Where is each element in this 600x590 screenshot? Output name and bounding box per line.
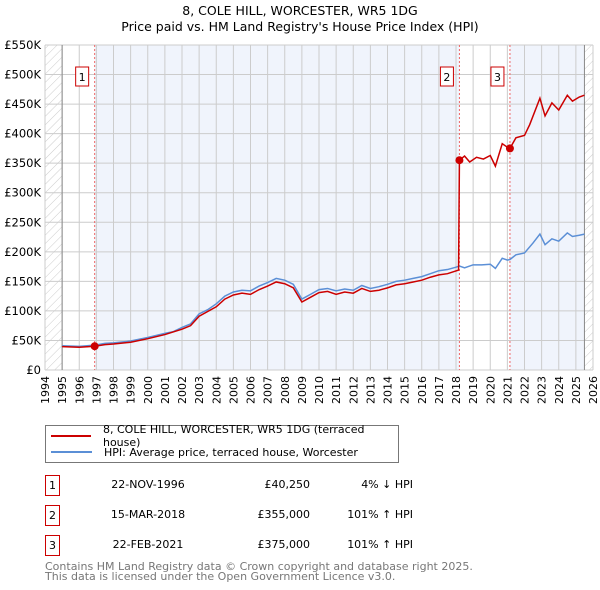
sale-row: 3 22-FEB-2021 £375,000 101% ↑ HPI: [45, 535, 465, 556]
x-tick-label: 2021: [501, 376, 514, 404]
y-tick-label: £500K: [4, 68, 41, 82]
x-tick-label: 1998: [108, 376, 121, 404]
sale-marker-label: 3: [494, 71, 501, 84]
y-tick-label: £100K: [4, 304, 41, 318]
sale-marker-box: [75, 66, 90, 87]
shaded-period-1: [94, 45, 460, 370]
chart-title: 8, COLE HILL, WORCESTER, WR5 1DG: [182, 3, 418, 18]
x-tick-label: 2015: [399, 376, 412, 404]
x-tick-label: 2026: [587, 376, 600, 404]
x-tick-label: 1997: [90, 376, 103, 404]
x-tick-label: 2009: [296, 376, 309, 404]
legend-swatch-hpi: [51, 451, 92, 453]
x-tick-label: 2005: [227, 376, 240, 404]
legend-label-hpi: HPI: Average price, terraced house, Worc…: [104, 445, 358, 459]
sale-hpi-diff: 101% ↑ HPI: [347, 508, 413, 521]
sale-price: £40,250: [264, 478, 311, 491]
footer-licence: This data is licensed under the Open Gov…: [45, 570, 396, 583]
sale-marker-box: [439, 66, 454, 87]
sale-price: £355,000: [257, 508, 311, 521]
y-tick-label: £50K: [12, 333, 42, 347]
property-series-line: [62, 93, 585, 349]
x-tick-label: 2013: [364, 376, 377, 404]
x-tick-label: 2000: [142, 376, 155, 404]
y-tick-label: £450K: [4, 97, 41, 111]
y-tick-label: £550K: [4, 38, 41, 52]
sale-point: [505, 144, 514, 153]
x-tick-label: 1996: [73, 376, 86, 404]
sale-marker-label: 1: [79, 71, 86, 84]
y-tick-label: £400K: [4, 127, 41, 141]
x-tick-label: 2024: [553, 376, 566, 404]
sale-row: 1 22-NOV-1996 £40,250 4% ↓ HPI: [45, 475, 465, 496]
y-tick-label: £250K: [4, 215, 41, 229]
sale-marker-badge: 1: [45, 475, 60, 496]
legend-swatch-property: [51, 435, 91, 437]
sale-row: 2 15-MAR-2018 £355,000 101% ↑ HPI: [45, 505, 465, 526]
sale-marker-label: 2: [443, 71, 450, 84]
x-tick-label: 2008: [279, 376, 292, 404]
sale-date: 15-MAR-2018: [110, 508, 186, 521]
sale-marker-badge: 3: [45, 535, 60, 556]
shaded-period-3: [509, 45, 585, 370]
chart-subtitle: Price paid vs. HM Land Registry's House …: [121, 19, 479, 34]
sale-marker-box: [490, 66, 505, 87]
x-tick-label: 1999: [125, 376, 138, 404]
x-tick-label: 2019: [467, 376, 480, 404]
x-tick-label: 1995: [56, 376, 69, 404]
sale-hpi-diff: 4% ↓ HPI: [361, 478, 413, 491]
sale-price: £375,000: [257, 538, 311, 551]
sale-point: [90, 342, 99, 351]
sale-date: 22-NOV-1996: [111, 478, 185, 491]
x-tick-label: 2016: [416, 376, 429, 404]
sale-point: [455, 156, 464, 165]
y-tick-label: £300K: [4, 186, 41, 200]
hatched-region-before: [45, 45, 63, 370]
price-chart: 1994 1995 1996 1997 1998 1999 2000 2001 2002 2003…: [4, 38, 600, 404]
x-tick-label: 2010: [313, 376, 326, 404]
x-tick-label: 2004: [210, 376, 223, 404]
x-tick-label: 2003: [193, 376, 206, 404]
x-tick-label: 2011: [330, 376, 343, 404]
y-tick-label: £200K: [4, 245, 41, 259]
footer-copyright: Contains HM Land Registry data © Crown c…: [45, 560, 473, 573]
x-tick-label: 2018: [450, 376, 463, 404]
x-tick-label: 2017: [433, 376, 446, 404]
x-tick-label: 2006: [245, 376, 258, 404]
x-tick-label: 2001: [159, 376, 172, 404]
x-tick-label: 2007: [262, 376, 275, 404]
legend-label-property: 8, COLE HILL, WORCESTER, WR5 1DG (terrac…: [102, 423, 365, 449]
hatched-region-after: [584, 45, 593, 370]
sale-marker-badge: 2: [45, 505, 60, 526]
hpi-series-line: [62, 231, 585, 348]
x-tick-label: 1994: [39, 376, 52, 404]
y-tick-label: £0: [26, 363, 41, 377]
x-tick-label: 2014: [382, 376, 395, 404]
x-tick-label: 2020: [484, 376, 497, 404]
x-tick-label: 2012: [347, 376, 360, 404]
x-tick-label: 2022: [519, 376, 532, 404]
y-tick-label: £350K: [4, 156, 41, 170]
x-tick-label: 2002: [176, 376, 189, 404]
x-tick-label: 2025: [570, 376, 583, 404]
sale-hpi-diff: 101% ↑ HPI: [347, 538, 413, 551]
y-tick-label: £150K: [4, 274, 41, 288]
legend: 8, COLE HILL, WORCESTER, WR5 1DG (terrac…: [45, 423, 399, 463]
x-tick-label: 2023: [536, 376, 549, 404]
sale-date: 22-FEB-2021: [112, 538, 184, 551]
